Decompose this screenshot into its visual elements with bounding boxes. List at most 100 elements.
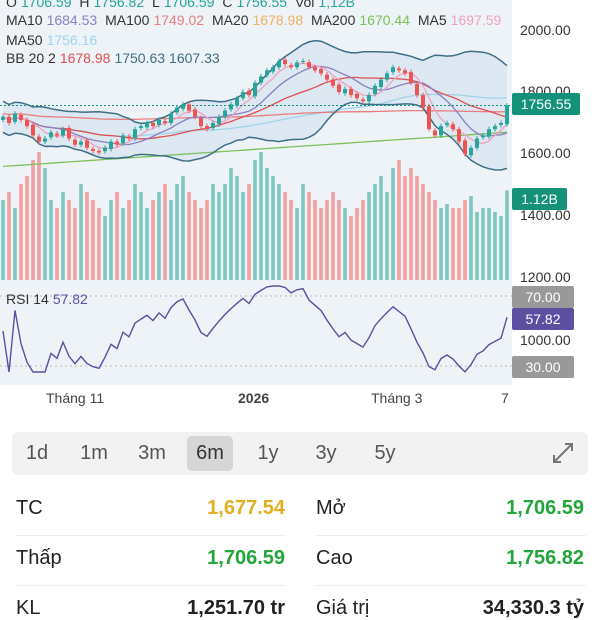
candle bbox=[295, 62, 299, 68]
candle bbox=[421, 95, 425, 108]
volume-bar bbox=[343, 208, 347, 280]
candle bbox=[121, 135, 125, 144]
ma200-line bbox=[2, 131, 508, 168]
candle bbox=[385, 73, 389, 80]
expand-icon[interactable] bbox=[550, 440, 576, 466]
rsi-30-tag: 30.00 bbox=[512, 356, 574, 378]
ma20-line bbox=[2, 76, 508, 140]
candle bbox=[67, 127, 71, 139]
candle bbox=[475, 138, 479, 148]
volume-bar bbox=[151, 200, 155, 280]
period-6m[interactable]: 6m bbox=[187, 436, 233, 471]
volume-bar bbox=[463, 200, 467, 280]
candle bbox=[43, 138, 47, 142]
candle bbox=[7, 116, 11, 123]
volume-bar bbox=[355, 208, 359, 280]
candle bbox=[373, 85, 377, 94]
last-price-tag: 1756.55 bbox=[512, 93, 580, 115]
volume-bar bbox=[259, 152, 263, 280]
volume-bar bbox=[289, 200, 293, 280]
volume-bar bbox=[277, 184, 281, 280]
period-3y[interactable]: 3y bbox=[315, 442, 337, 464]
volume-bar bbox=[79, 184, 83, 280]
candle bbox=[235, 98, 239, 106]
ma-legend-value: 1697.59 bbox=[450, 12, 502, 28]
stat-label: Mở bbox=[316, 497, 346, 519]
volume-bar bbox=[67, 200, 71, 280]
period-selector: 1d 1m 3m 6m 1y 3y 5y bbox=[12, 432, 588, 475]
candle bbox=[493, 126, 497, 130]
axis-label: 1400.00 bbox=[520, 207, 571, 223]
time-label: Tháng 11 bbox=[46, 390, 105, 406]
volume-bar bbox=[439, 208, 443, 280]
price-chart[interactable] bbox=[0, 0, 600, 385]
ohlc-legend: O 1706.59 H 1756.82 L 1706.59 C 1756.55 Vol 1… bbox=[6, 0, 355, 10]
period-1d[interactable]: 1d bbox=[25, 442, 49, 464]
candle bbox=[223, 110, 227, 117]
period-1m[interactable]: 1m bbox=[80, 442, 108, 464]
ma-legend-value: 1749.02 bbox=[153, 12, 205, 28]
volume-bar bbox=[19, 184, 23, 280]
candle bbox=[361, 99, 365, 102]
period-3m[interactable]: 3m bbox=[138, 442, 166, 464]
ma-legend-value: 1670.44 bbox=[359, 12, 410, 28]
candle bbox=[451, 124, 455, 130]
candle bbox=[481, 135, 485, 138]
volume-bar bbox=[121, 208, 125, 280]
volume-bar bbox=[187, 192, 191, 280]
candle bbox=[91, 149, 95, 151]
volume-bar bbox=[163, 184, 167, 280]
period-5y[interactable]: 5y bbox=[374, 442, 396, 464]
ma-legend-value: 1678.98 bbox=[252, 12, 304, 28]
rsi-value-tag: 57.82 bbox=[512, 308, 574, 330]
volume-bar bbox=[241, 192, 245, 280]
candle bbox=[55, 133, 59, 136]
candle bbox=[313, 67, 317, 71]
divider bbox=[16, 535, 286, 536]
candle bbox=[283, 59, 287, 65]
candle bbox=[445, 123, 449, 125]
volume-bar bbox=[493, 212, 497, 280]
candle bbox=[331, 79, 335, 86]
volume-bar bbox=[349, 216, 353, 280]
stat-label: Giá trị bbox=[316, 597, 370, 619]
candle bbox=[469, 147, 473, 156]
volume-bar bbox=[481, 208, 485, 280]
candle bbox=[265, 70, 269, 76]
volume-bar bbox=[391, 168, 395, 280]
volume-bar bbox=[103, 216, 107, 280]
volume-bar bbox=[415, 176, 419, 280]
candle bbox=[307, 62, 311, 68]
volume-bar bbox=[337, 200, 341, 280]
candle bbox=[349, 88, 353, 96]
rsi-line bbox=[2, 285, 508, 373]
volume-bar bbox=[403, 176, 407, 280]
volume-bar bbox=[169, 200, 173, 280]
candle bbox=[79, 141, 83, 145]
volume-bar bbox=[265, 168, 269, 280]
stat-label: TC bbox=[16, 497, 43, 519]
volume-bar bbox=[193, 200, 197, 280]
candle bbox=[103, 147, 107, 152]
candle bbox=[199, 118, 203, 127]
ma-legend: MA10 1684.53 MA100 1749.02 MA20 1678.98 MA2… bbox=[6, 10, 526, 50]
candle bbox=[49, 132, 53, 138]
candle bbox=[169, 113, 173, 123]
ma-legend-label: MA50 bbox=[6, 32, 43, 48]
bb-legend: BB 20 2 1678.98 1750.63 1607.33 bbox=[6, 50, 220, 66]
volume-bar bbox=[175, 184, 179, 280]
volume-bar bbox=[31, 160, 35, 280]
ma-legend-value: 1684.53 bbox=[46, 12, 98, 28]
period-1y[interactable]: 1y bbox=[257, 442, 279, 464]
volume-bar bbox=[205, 200, 209, 280]
divider bbox=[316, 535, 586, 536]
candle bbox=[73, 139, 77, 145]
volume-bar bbox=[235, 176, 239, 280]
volume-bar bbox=[211, 184, 215, 280]
candle bbox=[247, 90, 251, 96]
candle bbox=[61, 129, 65, 136]
candle bbox=[241, 92, 245, 99]
volume-bar bbox=[307, 192, 311, 280]
candle bbox=[13, 113, 17, 122]
volume-bar bbox=[313, 200, 317, 280]
